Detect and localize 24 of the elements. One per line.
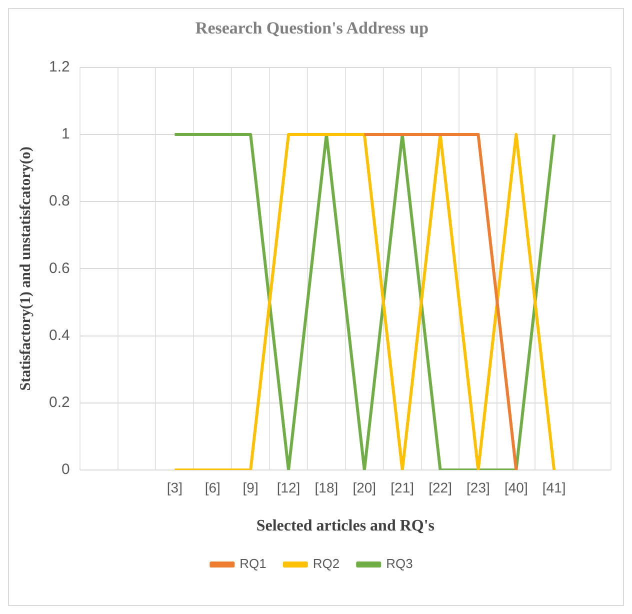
y-tick-label: 0.4 — [48, 326, 70, 344]
y-tick-label: 1.2 — [48, 58, 70, 76]
y-tick-label: 1 — [62, 126, 70, 143]
y-tick-label: 0 — [62, 461, 70, 478]
x-tick-label: [40] — [504, 479, 528, 496]
x-tick-label: [12] — [276, 479, 300, 496]
y-tick-label: 0.2 — [48, 394, 70, 412]
chart-title: Research Question's Address up — [195, 18, 429, 38]
x-tick-label: [41] — [542, 479, 566, 496]
legend-label: RQ2 — [312, 556, 340, 572]
x-tick-label: [20] — [352, 479, 376, 496]
x-tick-label: [23] — [466, 479, 490, 496]
legend-label: RQ1 — [240, 556, 266, 572]
x-tick-label: [18] — [314, 479, 338, 496]
y-tick-label: 0.6 — [48, 260, 70, 277]
x-tick-label: [3] — [166, 479, 182, 496]
x-tick-label: [22] — [428, 479, 452, 496]
y-tick-label: 0.8 — [48, 192, 70, 210]
x-tick-label: [9] — [242, 479, 258, 496]
legend-label: RQ3 — [386, 556, 413, 572]
y-axis-title: Statisfactory(1) and unstatisfcatory(o) — [18, 146, 34, 391]
x-tick-label: [21] — [390, 479, 414, 496]
x-tick-label: [6] — [204, 479, 220, 496]
x-axis-title: Selected articles and RQ's — [256, 518, 435, 535]
